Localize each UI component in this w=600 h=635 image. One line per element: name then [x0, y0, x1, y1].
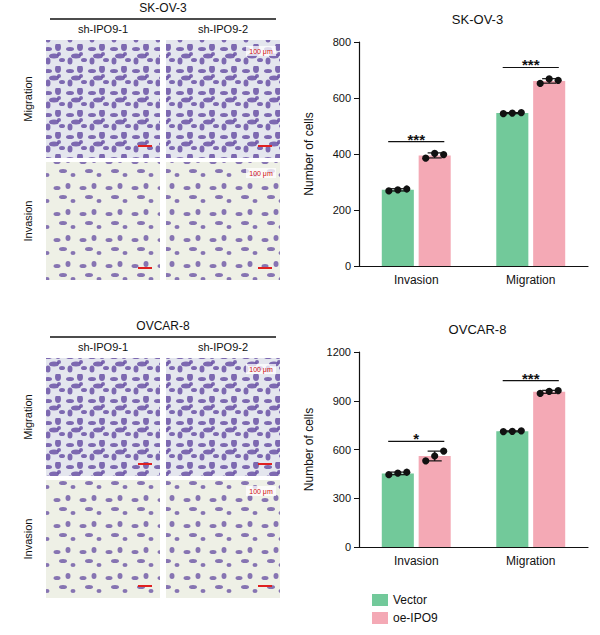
svg-text:Invasion: Invasion [394, 554, 439, 568]
svg-text:sh-IPO9-1: sh-IPO9-1 [78, 23, 128, 35]
svg-text:200: 200 [333, 204, 351, 216]
svg-text:Number of cells: Number of cells [302, 112, 316, 195]
svg-text:100 μm: 100 μm [249, 48, 273, 56]
svg-text:***: *** [407, 131, 425, 148]
svg-text:600: 600 [333, 444, 351, 456]
svg-text:Number of cells: Number of cells [302, 408, 316, 491]
svg-text:sh-IPO9-2: sh-IPO9-2 [198, 23, 248, 35]
svg-text:SK-OV-3: SK-OV-3 [139, 1, 187, 15]
svg-text:sh-IPO9-1: sh-IPO9-1 [78, 341, 128, 353]
svg-text:Migration: Migration [506, 554, 555, 568]
svg-text:400: 400 [333, 148, 351, 160]
svg-text:Invasion: Invasion [394, 273, 439, 287]
svg-text:100 μm: 100 μm [249, 366, 273, 374]
svg-text:900: 900 [333, 395, 351, 407]
svg-text:Invasion: Invasion [22, 201, 34, 242]
svg-text:0: 0 [345, 541, 351, 553]
svg-text:OVCAR-8: OVCAR-8 [449, 322, 507, 337]
svg-text:800: 800 [333, 36, 351, 48]
svg-text:Migration: Migration [22, 76, 34, 121]
svg-text:Migration: Migration [506, 273, 555, 287]
svg-text:600: 600 [333, 92, 351, 104]
svg-text:SK-OV-3: SK-OV-3 [452, 12, 503, 27]
svg-text:*: * [413, 430, 419, 447]
svg-text:OVCAR-8: OVCAR-8 [136, 319, 190, 333]
svg-text:0: 0 [345, 260, 351, 272]
svg-text:100 μm: 100 μm [249, 170, 273, 178]
svg-text:100 μm: 100 μm [249, 488, 273, 496]
svg-text:300: 300 [333, 492, 351, 504]
svg-text:***: *** [522, 370, 540, 387]
svg-text:Vector: Vector [393, 593, 427, 607]
svg-text:Invasion: Invasion [22, 519, 34, 560]
svg-text:sh-IPO9-2: sh-IPO9-2 [198, 341, 248, 353]
svg-text:Migration: Migration [22, 394, 34, 439]
svg-text:oe-IPO9: oe-IPO9 [393, 611, 438, 625]
svg-text:***: *** [522, 56, 540, 73]
svg-text:1200: 1200 [327, 346, 351, 358]
